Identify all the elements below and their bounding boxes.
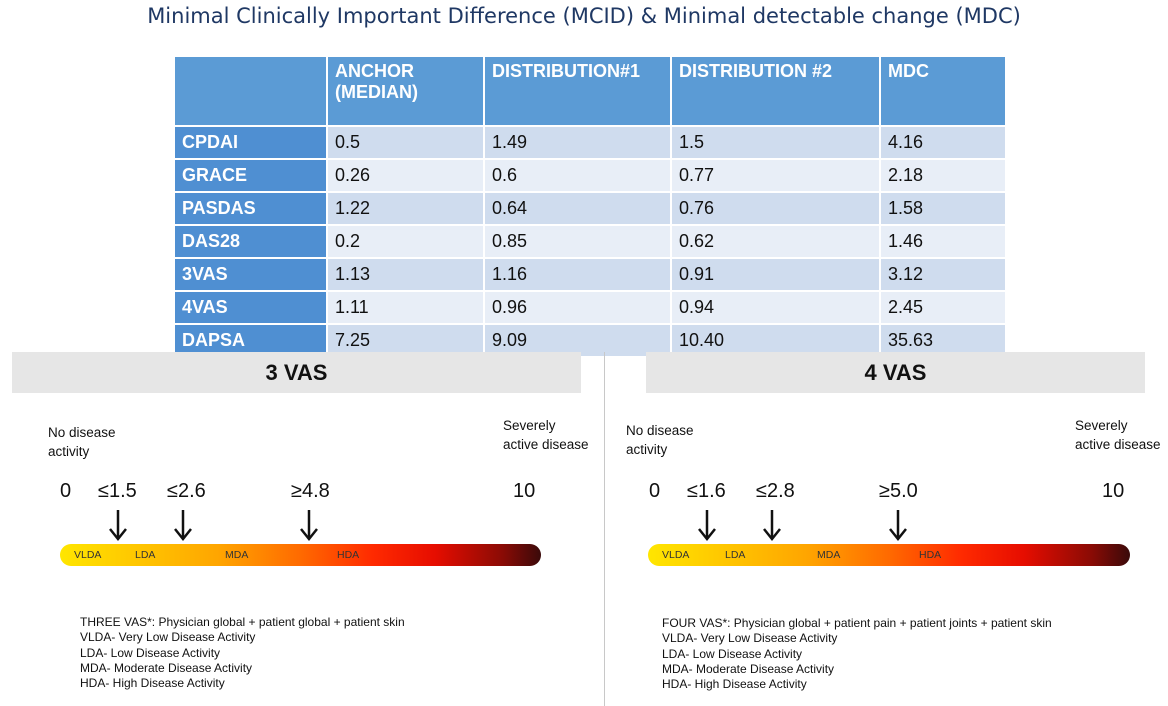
vas4-legend-definition: FOUR VAS*: Physician global + patient pa… <box>662 616 1052 630</box>
vas3-low-label-line1: No disease <box>48 425 116 440</box>
mdc-cell: 1.58 <box>879 191 1007 226</box>
vas4-low-label-line2: activity <box>626 442 668 457</box>
vas4-activity-bar: VLDA LDA MDA HDA <box>648 544 1130 566</box>
vas3-legend-mda: MDA- Moderate Disease Activity <box>80 660 253 675</box>
down-arrow-icon <box>109 510 127 542</box>
mdc-cell: 1.46 <box>879 224 1007 259</box>
vas4-high-label-line2: active disease <box>1075 437 1161 452</box>
vas4-tick-hda: ≥5.0 <box>879 480 918 502</box>
dist2-cell: 0.91 <box>670 257 881 292</box>
mdc-cell: 3.12 <box>879 257 1007 292</box>
vas4-low-label-line1: No disease <box>626 423 694 438</box>
mdc-cell: 4.16 <box>879 125 1007 160</box>
vas3-zone-mda: MDA <box>225 549 249 561</box>
vas3-tick-vlda: ≤1.5 <box>98 480 137 502</box>
vas4-zone-mda: MDA <box>817 549 841 561</box>
vas3-low-label-line2: activity <box>48 444 90 459</box>
mdc-cell: 2.18 <box>879 158 1007 193</box>
table-row: GRACE 0.26 0.6 0.77 2.18 <box>173 158 1007 193</box>
panel-divider <box>604 352 605 706</box>
vas4-tick-lda: ≤2.8 <box>756 480 795 502</box>
row-name: 3VAS <box>173 257 328 292</box>
vas3-legend-definition: THREE VAS*: Physician global + patient g… <box>80 615 405 629</box>
mdc-cell: 2.45 <box>879 290 1007 325</box>
row-name: DAS28 <box>173 224 328 259</box>
vas3-zone-lda: LDA <box>135 549 156 561</box>
header-empty <box>173 55 328 127</box>
page-title: Minimal Clinically Important Difference … <box>147 4 1021 28</box>
vas4-zone-vlda: VLDA <box>662 549 690 561</box>
anchor-cell: 1.22 <box>326 191 485 226</box>
dist2-cell: 0.77 <box>670 158 881 193</box>
vas4-tick-vlda: ≤1.6 <box>687 480 726 502</box>
header-mdc: MDC <box>879 55 1007 127</box>
row-name: PASDAS <box>173 191 328 226</box>
vas3-low-label: No disease activity <box>48 423 116 461</box>
vas3-zone-vlda: VLDA <box>74 549 102 561</box>
vas4-high-label: Severely active disease <box>1075 416 1161 454</box>
vas4-tick-0: 0 <box>649 480 661 502</box>
down-arrow-icon <box>763 510 781 542</box>
dist1-cell: 1.16 <box>483 257 672 292</box>
vas3-tick-hda: ≥4.8 <box>291 480 330 502</box>
vas3-tick-10: 10 <box>513 480 536 502</box>
vas4-legend-mda: MDA- Moderate Disease Activity <box>662 661 835 676</box>
vas4-legend-vlda: VLDA- Very Low Disease Activity <box>662 631 838 646</box>
vas4-high-label-line1: Severely <box>1075 418 1128 433</box>
vas4-tick-10: 10 <box>1102 480 1125 502</box>
vas3-high-label-line2: active disease <box>503 437 589 452</box>
header-distribution-2: DISTRIBUTION #2 <box>670 55 881 127</box>
table-header-row: ANCHOR (MEDIAN) DISTRIBUTION#1 DISTRIBUT… <box>173 55 1007 127</box>
vas4-heading: 4 VAS <box>646 352 1145 393</box>
anchor-cell: 0.2 <box>326 224 485 259</box>
vas3-legend-hda: HDA- High Disease Activity <box>80 676 225 691</box>
table-row: 3VAS 1.13 1.16 0.91 3.12 <box>173 257 1007 292</box>
vas3-tick-0: 0 <box>60 480 72 502</box>
down-arrow-icon <box>889 510 907 542</box>
table-row: 4VAS 1.11 0.96 0.94 2.45 <box>173 290 1007 325</box>
down-arrow-icon <box>698 510 716 542</box>
vas3-tick-lda: ≤2.6 <box>167 480 206 502</box>
anchor-cell: 0.26 <box>326 158 485 193</box>
vas3-zone-hda: HDA <box>337 549 360 561</box>
down-arrow-icon <box>300 510 318 542</box>
vas3-legend-vlda: VLDA- Very Low Disease Activity <box>80 630 256 645</box>
anchor-cell: 1.11 <box>326 290 485 325</box>
vas3-legend-lda: LDA- Low Disease Activity <box>80 645 221 660</box>
vas4-legend-lda: LDA- Low Disease Activity <box>662 646 803 661</box>
vas3-heading: 3 VAS <box>12 352 581 393</box>
dist1-cell: 0.64 <box>483 191 672 226</box>
dist2-cell: 0.94 <box>670 290 881 325</box>
anchor-cell: 1.13 <box>326 257 485 292</box>
vas4-zone-lda: LDA <box>725 549 746 561</box>
header-anchor: ANCHOR (MEDIAN) <box>326 55 485 127</box>
table-row: DAS28 0.2 0.85 0.62 1.46 <box>173 224 1007 259</box>
vas3-legend: THREE VAS*: Physician global + patient g… <box>80 615 405 691</box>
row-name: GRACE <box>173 158 328 193</box>
dist1-cell: 0.85 <box>483 224 672 259</box>
vas3-high-label-line1: Severely <box>503 418 556 433</box>
dist1-cell: 0.6 <box>483 158 672 193</box>
vas4-legend-hda: HDA- High Disease Activity <box>662 677 807 692</box>
table-row: PASDAS 1.22 0.64 0.76 1.58 <box>173 191 1007 226</box>
mcid-table: ANCHOR (MEDIAN) DISTRIBUTION#1 DISTRIBUT… <box>173 55 1007 358</box>
down-arrow-icon <box>174 510 192 542</box>
dist2-cell: 0.76 <box>670 191 881 226</box>
dist1-cell: 0.96 <box>483 290 672 325</box>
vas4-legend: FOUR VAS*: Physician global + patient pa… <box>662 616 1052 692</box>
dist2-cell: 1.5 <box>670 125 881 160</box>
dist2-cell: 0.62 <box>670 224 881 259</box>
header-distribution-1: DISTRIBUTION#1 <box>483 55 672 127</box>
vas4-low-label: No disease activity <box>626 421 694 459</box>
row-name: 4VAS <box>173 290 328 325</box>
table-row: CPDAI 0.5 1.49 1.5 4.16 <box>173 125 1007 160</box>
row-name: CPDAI <box>173 125 328 160</box>
vas4-zone-hda: HDA <box>919 549 942 561</box>
anchor-cell: 0.5 <box>326 125 485 160</box>
header-anchor-line1: ANCHOR <box>335 61 414 81</box>
vas3-high-label: Severely active disease <box>503 416 589 454</box>
dist1-cell: 1.49 <box>483 125 672 160</box>
header-anchor-line2: (MEDIAN) <box>335 82 418 102</box>
vas3-activity-bar: VLDA LDA MDA HDA <box>60 544 541 566</box>
